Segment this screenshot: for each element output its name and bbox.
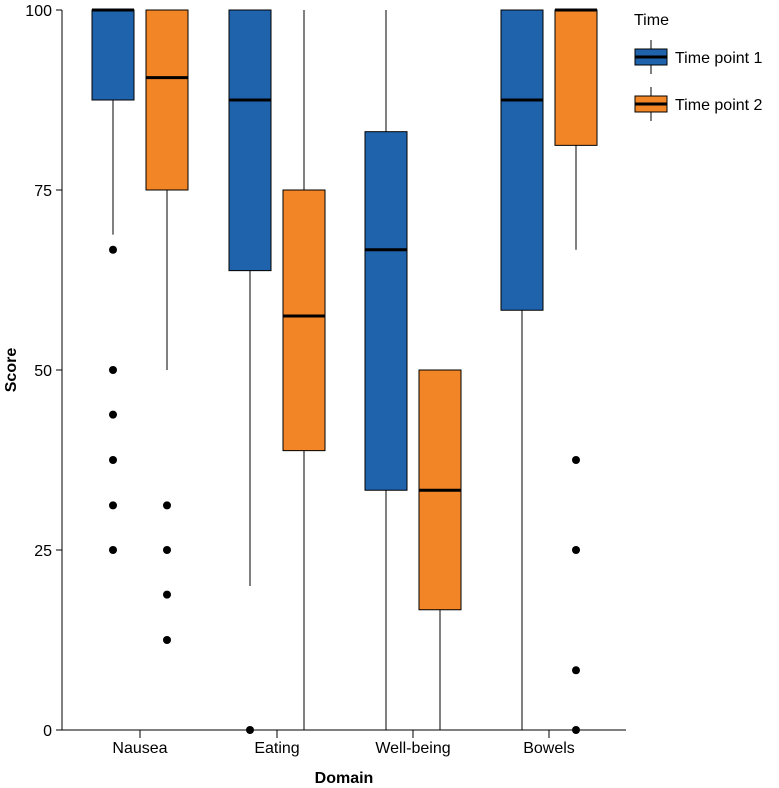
outlier-tp1-nausea-0 bbox=[109, 245, 117, 254]
outlier-tp1-nausea-5 bbox=[109, 546, 117, 554]
y-tick-label-100: 100 bbox=[25, 3, 52, 20]
outlier-tp1-nausea-1 bbox=[109, 366, 117, 374]
outlier-tp2-nausea-2 bbox=[163, 590, 171, 599]
y-axis-title: Score bbox=[3, 348, 20, 393]
box-tp1-well-being bbox=[364, 10, 408, 730]
outlier-tp2-bowels-2 bbox=[572, 666, 580, 675]
outlier-tp2-nausea-3 bbox=[163, 636, 171, 644]
x-tick-label-eating: Eating bbox=[254, 740, 299, 757]
outlier-tp1-nausea-2 bbox=[109, 410, 117, 419]
outlier-tp2-bowels-0 bbox=[572, 456, 580, 464]
plot-area bbox=[91, 8, 598, 734]
box-tp1-bowels bbox=[500, 9, 544, 730]
y-tick-label-25: 25 bbox=[34, 543, 52, 560]
box-rect-tp2-nausea bbox=[145, 9, 189, 191]
x-axis-title: Domain bbox=[315, 770, 374, 787]
legend: Time Time point 1 Time point 2 bbox=[634, 12, 763, 121]
box-rect-tp1-bowels bbox=[500, 9, 544, 311]
box-rect-tp1-eating bbox=[228, 9, 272, 272]
box-rect-tp2-eating bbox=[282, 189, 326, 452]
box-rect-tp1-well-being bbox=[364, 131, 408, 491]
x-tick-label-well-being: Well-being bbox=[375, 740, 450, 757]
box-tp2-nausea bbox=[145, 9, 189, 644]
legend-entry-tp2: Time point 2 bbox=[634, 87, 763, 121]
y-tick-label-75: 75 bbox=[34, 183, 52, 200]
legend-label-tp1: Time point 1 bbox=[675, 50, 763, 67]
x-tick-label-nausea: Nausea bbox=[112, 740, 167, 757]
box-tp1-nausea bbox=[91, 8, 135, 554]
y-tick-label-50: 50 bbox=[34, 363, 52, 380]
box-tp2-eating bbox=[282, 10, 326, 730]
legend-entry-tp1: Time point 1 bbox=[634, 40, 763, 74]
box-tp2-well-being bbox=[418, 369, 462, 730]
box-rect-tp1-nausea bbox=[91, 9, 135, 101]
box-rect-tp2-bowels bbox=[554, 9, 598, 146]
legend-title: Time bbox=[634, 12, 669, 29]
outlier-tp1-nausea-3 bbox=[109, 456, 117, 464]
outlier-tp2-nausea-1 bbox=[163, 546, 171, 554]
outlier-tp2-nausea-0 bbox=[163, 501, 171, 510]
x-tick-label-bowels: Bowels bbox=[523, 740, 575, 757]
box-tp2-bowels bbox=[554, 8, 598, 734]
outlier-tp2-bowels-1 bbox=[572, 546, 580, 554]
box-tp1-eating bbox=[228, 9, 272, 734]
legend-label-tp2: Time point 2 bbox=[675, 97, 763, 114]
axes: 0 25 50 75 100 Nausea Eating Well-being Bowels bbox=[25, 3, 626, 757]
y-tick-label-0: 0 bbox=[43, 723, 52, 740]
outlier-tp1-nausea-4 bbox=[109, 501, 117, 510]
